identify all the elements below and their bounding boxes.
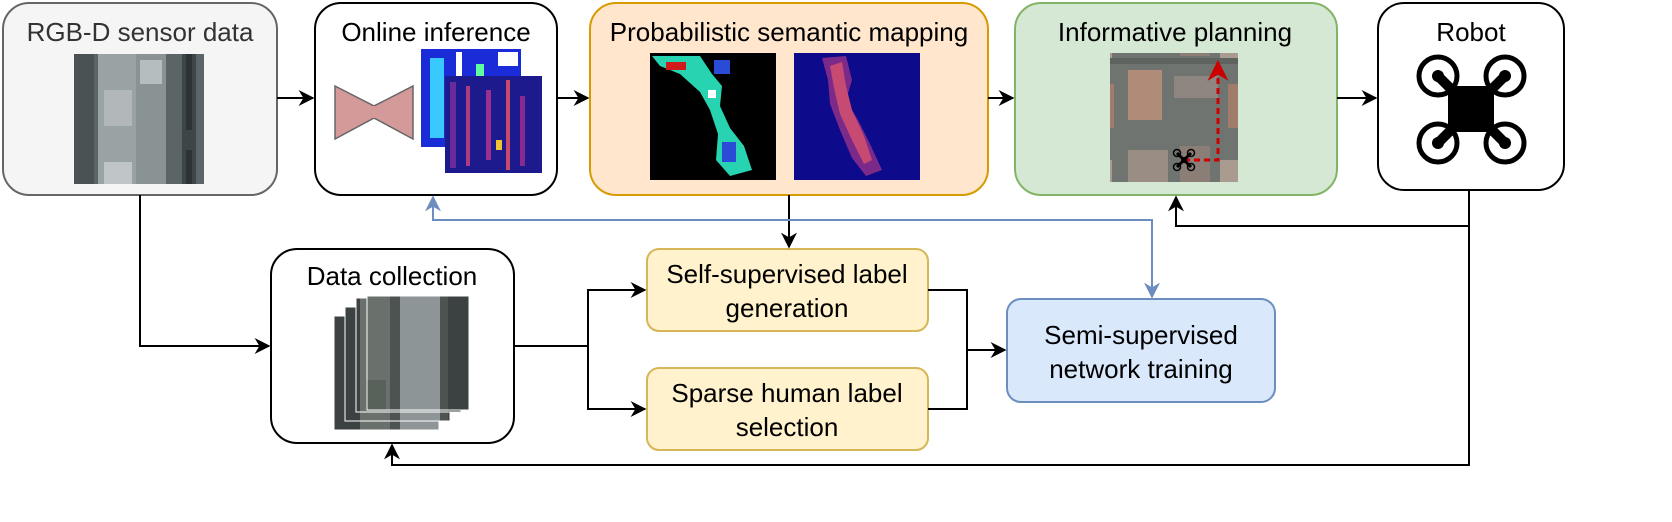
robot-box: Robot [1377,2,1565,191]
online-inference-title: Online inference [341,17,530,47]
inference-output-images [421,49,542,173]
robot-title: Robot [1436,17,1506,47]
collected-images-stack [333,295,470,431]
sparse-human-label-line2: selection [736,412,839,442]
arrow-collection-to-self-supervised [587,282,647,346]
rgbd-aerial-image [74,54,204,184]
online-inference-box: Online inference [314,2,558,196]
quadcopter-icon [1416,54,1527,165]
uncertainty-map-image [794,53,920,180]
informative-planning-box: Informative planning [1014,2,1338,196]
arrow-training-to-inference [425,195,1160,299]
arrow-robot-to-collection [384,226,1470,466]
self-supervised-label-line1: Self-supervised label [666,259,907,289]
network-training-box: Semi-supervised network training [1006,298,1276,403]
self-supervised-label-line2: generation [726,293,849,323]
network-training-line1: Semi-supervised [1044,320,1238,350]
data-collection-title: Data collection [307,261,478,291]
network-training-line2: network training [1049,354,1233,384]
semantic-mapping-title: Probabilistic semantic mapping [610,17,968,47]
connectors [139,90,1470,466]
drone-marker-icon [1172,148,1196,172]
sparse-human-label-line1: Sparse human label [671,378,902,408]
encoder-decoder-network-icon [334,84,414,141]
planned-path [1184,59,1229,162]
informative-planning-title: Informative planning [1058,17,1292,47]
data-collection-box: Data collection [270,248,515,444]
semantic-map-image [650,53,776,180]
self-supervised-label-box: Self-supervised label generation [646,248,929,332]
arrow-rgbd-to-collection [139,195,271,354]
sparse-human-label-box: Sparse human label selection [646,367,929,451]
arrow-robot-to-planning [1168,190,1470,227]
semantic-mapping-box: Probabilistic semantic mapping [589,2,989,196]
arrow-collection-to-sparse-human [587,346,647,417]
rgbd-sensor-box: RGB-D sensor data [2,2,278,196]
rgbd-sensor-title: RGB-D sensor data [27,17,254,47]
